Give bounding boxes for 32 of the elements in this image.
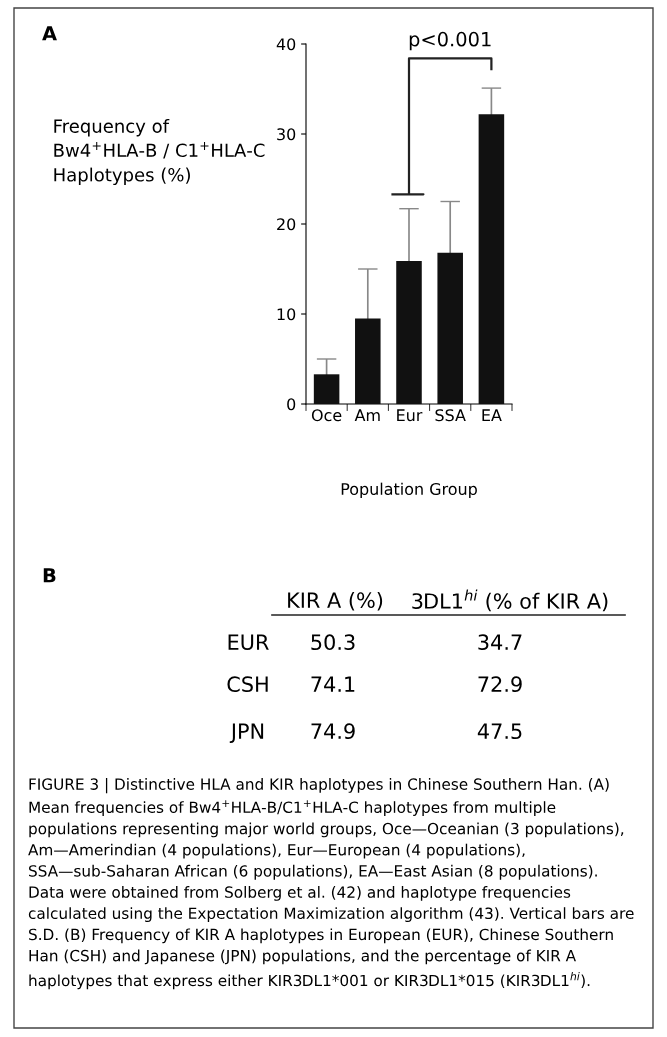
y-tick-label: 40 xyxy=(276,38,296,51)
text: JPN xyxy=(229,723,264,743)
bar xyxy=(437,252,463,404)
text: 50.3 xyxy=(311,634,355,651)
text: 74.1 xyxy=(311,676,355,692)
x-tick-label: Eur xyxy=(397,409,423,422)
text: B xyxy=(43,568,56,583)
x-tick-label: SSA xyxy=(435,409,466,422)
x-tick-label: Am xyxy=(354,409,380,421)
text: EUR xyxy=(228,634,269,651)
bar xyxy=(478,114,505,404)
y-tick-label: 20 xyxy=(277,218,296,231)
text: 72.9 xyxy=(478,676,522,693)
y-tick-label: 10 xyxy=(277,308,296,321)
text: 47.5 xyxy=(477,723,522,740)
x-tick-label: EA xyxy=(482,409,502,421)
text: CSH xyxy=(227,676,268,693)
text: A xyxy=(42,26,57,41)
x-tick-label: Oce xyxy=(311,409,342,422)
text: Frequency of Bw4$^{+}$HLA-B / C1$^{+}$HLA-C Haplotypes (%) xyxy=(54,118,265,186)
bar xyxy=(396,260,422,404)
bar xyxy=(313,374,340,404)
text: KIR A (%) xyxy=(288,591,383,611)
y-tick-label: 0 xyxy=(287,398,296,411)
text: 3DL1$^{hi}$ (% of KIR A) xyxy=(412,589,608,612)
text: 74.9 xyxy=(311,723,355,740)
y-tick-label: 30 xyxy=(277,128,296,141)
bar xyxy=(355,318,381,404)
annotation: p<0.001 xyxy=(409,31,491,51)
x-axis-title: Population Group xyxy=(341,482,477,499)
text: FIGURE 3 | Distinctive HLA and KIR haplotypes in Chinese Southern Han. (A) Mean frequencies of Bw4$^{+}$HLA-B/C1$^{+}$HLA-C haplotypes from multiple populations representing major world groups, Oce—Oceanian (3 populations), Am—Amerindian (4 populations), Eur—European (4 populations), SSA—sub-Saharan African (6 populations), EA—East Asian (8 populations). Data were obtained from Solberg et al. (42) and haplotype frequencies calculated using the Expectation Maximization algorithm (43). Vertical bars are S.D. (B) Frequency of KIR A haplotypes in European (EUR), Chinese Southern Han (CSH) and Japanese (JPN) populations, and the percentage of KIR A haplotypes that express either KIR3DL1*001 or KIR3DL1*015 (KIR3DL1$^{hi}$). xyxy=(28,778,634,990)
text: 34.7 xyxy=(478,634,522,651)
